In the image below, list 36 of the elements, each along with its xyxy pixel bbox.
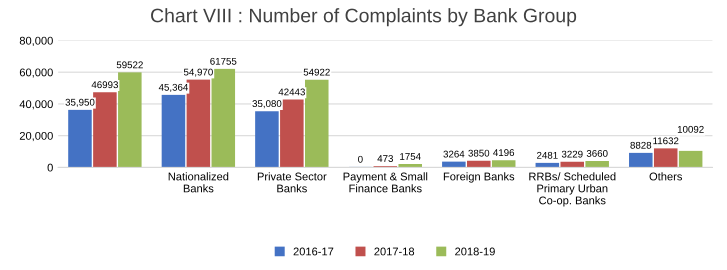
- data-label: 8828: [630, 142, 652, 149]
- data-label: 0: [358, 156, 363, 163]
- data-label: 35,950: [65, 98, 94, 107]
- data-label: 54922: [304, 68, 330, 76]
- y-tick-label: 20,000: [20, 132, 53, 142]
- y-tick-label: 80,000: [20, 36, 53, 46]
- data-label: 35,080: [252, 100, 282, 108]
- data-label: 54,970: [184, 68, 213, 77]
- x-tick-label: Foreign Banks: [444, 172, 514, 183]
- data-label: 1754: [400, 153, 421, 160]
- legend-label: 2017-18: [374, 248, 414, 256]
- data-label: 3660: [586, 150, 608, 157]
- x-tick-label: Private Sector Banks: [258, 172, 327, 192]
- data-label: 42443: [278, 88, 305, 96]
- data-label: 3850: [468, 150, 490, 157]
- data-label: 3264: [443, 150, 464, 158]
- data-label: 61755: [210, 58, 236, 65]
- x-tick-label: RRBs/ Scheduled Primary Urban Co-op. Banks: [529, 172, 616, 207]
- legend-label: 2016-17: [294, 248, 334, 256]
- data-label: 45,364: [158, 84, 188, 92]
- data-label: 4196: [493, 149, 514, 156]
- x-tick-label: Payment & Small Finance Banks: [344, 172, 428, 192]
- y-tick-label: 40,000: [20, 100, 53, 110]
- data-label: 3229: [562, 150, 583, 158]
- data-label: 2481: [537, 152, 558, 159]
- x-tick-label: Nationalized Banks: [168, 172, 228, 192]
- data-label: 11632: [653, 137, 678, 144]
- chart-title: Chart VIII : Number of Complaints by Bank Group: [151, 8, 576, 26]
- data-label: 10092: [678, 126, 704, 133]
- x-tick-label: Others: [650, 172, 682, 180]
- y-tick-label: 60,000: [20, 68, 53, 78]
- data-label: 473: [377, 155, 393, 162]
- y-tick-label: 0: [48, 164, 53, 172]
- legend-label: 2018-19: [455, 248, 495, 256]
- data-label: 59522: [116, 61, 143, 68]
- data-label: 46993: [92, 81, 118, 88]
